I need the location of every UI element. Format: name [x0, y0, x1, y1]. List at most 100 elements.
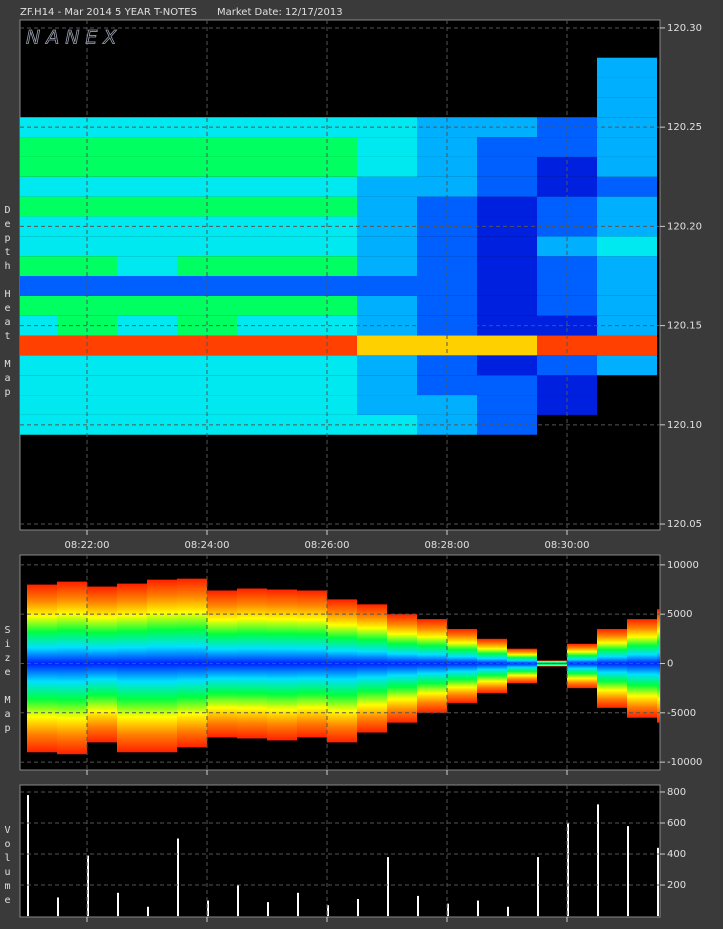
y-tick-label: 800	[667, 787, 686, 798]
heat-cell	[237, 375, 297, 396]
volume-bar	[387, 857, 389, 917]
volume-bar	[447, 903, 449, 917]
heat-cell	[417, 196, 477, 217]
size-bar	[507, 648, 537, 664]
volume-bar	[297, 892, 299, 917]
heat-cell	[537, 395, 597, 415]
heat-cell	[20, 176, 57, 197]
heat-cell	[117, 275, 177, 296]
volume-bar	[207, 900, 209, 917]
heat-cell	[597, 176, 657, 197]
heat-cell	[237, 176, 297, 197]
title: ZF.H14 - Mar 2014 5 YEAR T-NOTES	[20, 7, 197, 18]
volume-bar	[117, 892, 119, 917]
heat-cell	[20, 414, 57, 435]
heat-cell	[20, 156, 57, 177]
y-tick-label: -5000	[667, 708, 696, 719]
size-bar	[507, 663, 537, 684]
heat-cell	[477, 236, 537, 257]
heat-cell	[117, 137, 177, 157]
heat-cell	[357, 196, 417, 217]
heat-cell	[477, 395, 537, 415]
heat-cell	[597, 137, 657, 157]
volume-bar	[357, 899, 359, 917]
volume-bar	[477, 900, 479, 917]
heat-cell	[537, 295, 597, 316]
size-bar	[27, 584, 57, 664]
heat-cell	[20, 117, 57, 138]
heat-cell	[597, 275, 657, 296]
x-tick-label: 08:28:00	[425, 540, 470, 551]
heat-cell	[597, 355, 657, 376]
heat-cell	[237, 196, 297, 217]
heat-cell	[477, 355, 537, 376]
heat-cell	[117, 196, 177, 217]
heat-cell	[117, 395, 177, 415]
size-bar	[537, 663, 567, 667]
size-bar	[237, 663, 267, 739]
heat-cell	[597, 236, 657, 257]
size-bar	[357, 604, 387, 664]
heat-cell	[117, 156, 177, 177]
heat-cell	[177, 196, 237, 217]
volume-bar	[417, 895, 419, 917]
y-axis-label: Size Map	[2, 625, 13, 737]
heat-cell	[597, 216, 657, 237]
heat-cell	[297, 395, 357, 415]
heat-cell	[57, 395, 117, 415]
heat-cell	[57, 156, 117, 177]
heat-cell	[357, 156, 417, 177]
size-bar	[297, 663, 327, 738]
volume-bar	[507, 906, 509, 917]
heat-cell	[297, 315, 357, 336]
market-date: Market Date: 12/17/2013	[217, 7, 343, 18]
heat-cell	[237, 156, 297, 177]
x-tick-label: 08:22:00	[65, 540, 110, 551]
size-bar	[597, 663, 627, 708]
heat-cell	[357, 256, 417, 276]
y-tick-label: 600	[667, 818, 686, 829]
heat-cell	[20, 335, 57, 356]
heat-cell	[597, 77, 657, 98]
size-bar	[537, 660, 567, 664]
plot-marks	[27, 578, 660, 755]
heat-cell	[177, 395, 237, 415]
heat-cell	[20, 395, 57, 415]
y-tick-label: 5000	[667, 609, 692, 620]
size-bar	[477, 663, 507, 694]
volume-bar	[177, 838, 179, 917]
heat-cell	[57, 196, 117, 217]
heat-cell	[57, 295, 117, 316]
size-bar	[387, 614, 417, 664]
plot-marks	[27, 795, 659, 917]
heat-cell	[537, 156, 597, 177]
heat-cell	[20, 256, 57, 276]
heat-cell	[20, 236, 57, 257]
size-bar	[267, 589, 297, 664]
heat-cell	[357, 176, 417, 197]
heat-cell	[597, 196, 657, 217]
volume-bar	[537, 857, 539, 917]
volume-bar	[657, 847, 659, 917]
heat-cell	[297, 176, 357, 197]
volume-bar	[627, 826, 629, 917]
volume-bar	[327, 905, 329, 917]
y-axis-label: Volume	[2, 825, 13, 909]
heat-cell	[357, 275, 417, 296]
heat-cell	[297, 275, 357, 296]
size-bar	[57, 581, 87, 664]
size-bar	[177, 663, 207, 748]
heat-cell	[477, 156, 537, 177]
heat-cell	[297, 156, 357, 177]
heat-cell	[597, 97, 657, 118]
size-bar	[567, 663, 597, 689]
size-bar	[417, 619, 447, 664]
heat-cell	[537, 275, 597, 296]
y-tick-label: 120.20	[667, 221, 702, 232]
heat-cell	[117, 375, 177, 396]
heat-cell	[477, 256, 537, 276]
size-bar	[87, 586, 117, 664]
size-bar	[297, 590, 327, 664]
heat-cell	[597, 335, 657, 356]
y-tick-label: 120.25	[667, 122, 702, 133]
